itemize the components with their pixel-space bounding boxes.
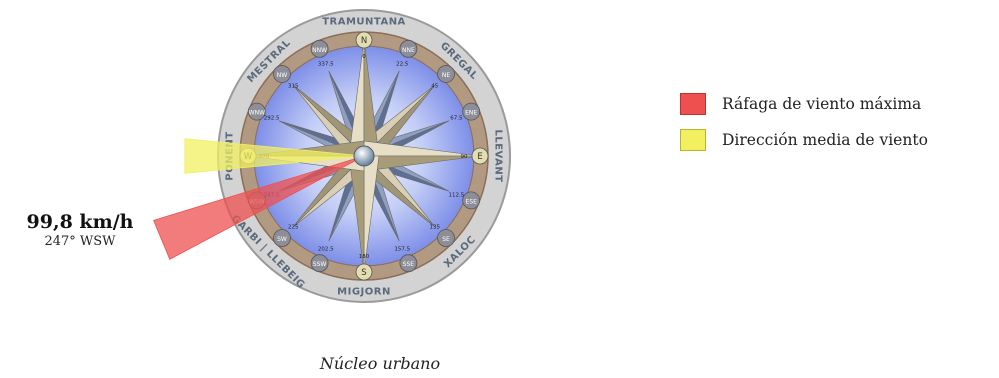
compass-point-ssw: SSW [313, 261, 327, 268]
compass-point-nnw: NNW [312, 47, 327, 54]
max-gust-readout: 99,8 km/h 247° WSW [0, 211, 160, 251]
compass-point-se: SE [442, 236, 450, 243]
compass-point-ene: ENE [465, 110, 477, 117]
wind-name-migjorn: MIGJORN [337, 287, 391, 298]
compass-point-wnw: WNW [249, 110, 265, 117]
compass-degree-e: 90 [461, 154, 468, 160]
compass-point-nw: NW [277, 72, 287, 79]
compass-degree-nnw: 337.5 [318, 62, 334, 68]
compass-degree-se: 135 [429, 225, 440, 231]
compass-degree-s: 180 [359, 254, 370, 260]
legend-item-max-gust: Ráfaga de viento máxima [680, 86, 928, 122]
chart-caption: Núcleo urbano [270, 354, 490, 373]
legend: Ráfaga de viento máxima Dirección media … [680, 86, 928, 158]
legend-swatch-max-gust [680, 93, 706, 115]
compass-degree-nw: 315 [288, 83, 299, 89]
compass-degree-nne: 22.5 [396, 62, 409, 68]
compass-degree-wnw: 292.5 [264, 116, 280, 122]
compass-degree-ssw: 202.5 [318, 246, 334, 252]
compass-point-ese: ESE [465, 198, 477, 205]
compass-hub [354, 146, 374, 166]
compass-degree-n: 0 [362, 54, 366, 60]
compass-degree-ne: 45 [431, 83, 438, 89]
max-gust-speed: 99,8 km/h [0, 211, 160, 233]
compass-degree-sse: 157.5 [394, 246, 410, 252]
compass-point-ne: NE [442, 72, 450, 79]
compass-point-e: E [477, 152, 482, 162]
compass-degree-ene: 67.5 [450, 116, 463, 122]
legend-label-max-gust: Ráfaga de viento máxima [722, 95, 921, 113]
legend-item-mean-direction: Dirección media de viento [680, 122, 928, 158]
compass-point-s: S [361, 268, 366, 278]
legend-label-mean-direction: Dirección media de viento [722, 131, 928, 149]
wind-name-llevant: LLEVANT [493, 129, 504, 182]
legend-swatch-mean-direction [680, 129, 706, 151]
wind-name-tramuntana: TRAMUNTANA [322, 17, 406, 28]
compass-point-n: N [361, 36, 367, 46]
compass-point-sse: SSE [403, 261, 415, 268]
compass-degree-sw: 225 [288, 225, 299, 231]
max-gust-direction: 247° WSW [0, 233, 160, 251]
compass-point-sw: SW [277, 236, 287, 243]
compass-degree-ese: 112.5 [449, 192, 465, 198]
compass-point-nne: NNE [402, 47, 415, 54]
